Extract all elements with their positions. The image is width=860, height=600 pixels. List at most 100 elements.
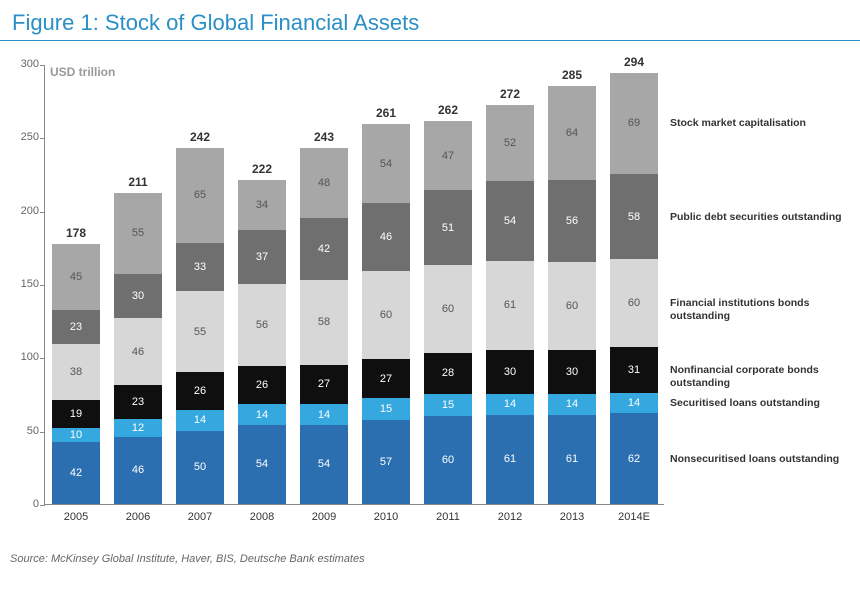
bar-segment-nonfinancial_corp_bonds: 26 [176, 372, 224, 410]
y-tick-mark [40, 285, 45, 286]
legend-label-securitised_loans: Securitised loans outstanding [670, 397, 850, 410]
bar-segment-stock_market_cap: 47 [424, 121, 472, 190]
y-tick-label: 200 [9, 205, 39, 217]
source-note: Source: McKinsey Global Institute, Haver… [0, 547, 860, 565]
bar-segment-financial_inst_bonds: 60 [362, 271, 410, 359]
y-tick-mark [40, 432, 45, 433]
bar-segment-nonsecuritised_loans: 61 [486, 415, 534, 504]
x-tick-label: 2006 [107, 511, 169, 523]
bar-segment-financial_inst_bonds: 61 [486, 261, 534, 350]
x-tick-label: 2005 [45, 511, 107, 523]
bar-segment-securitised_loans: 12 [114, 419, 162, 437]
legend: Stock market capitalisation Public debt s… [670, 65, 850, 505]
figure-title: Figure 1: Stock of Global Financial Asse… [0, 0, 860, 41]
bar-segment-public_debt: 51 [424, 190, 472, 265]
bar-segment-nonfinancial_corp_bonds: 28 [424, 353, 472, 394]
y-tick-label: 100 [9, 351, 39, 363]
bar-segment-nonfinancial_corp_bonds: 26 [238, 366, 286, 404]
bar-segment-public_debt: 30 [114, 274, 162, 318]
y-tick-mark [40, 358, 45, 359]
bar-segment-financial_inst_bonds: 55 [176, 291, 224, 372]
x-tick-label: 2013 [541, 511, 603, 523]
y-tick-label: 150 [9, 278, 39, 290]
x-tick-label: 2010 [355, 511, 417, 523]
bar-segment-stock_market_cap: 54 [362, 124, 410, 203]
y-tick-label: 50 [9, 425, 39, 437]
bar-segment-financial_inst_bonds: 60 [548, 262, 596, 350]
bar-total-label: 222 [238, 162, 286, 176]
bar-total-label: 285 [548, 68, 596, 82]
bar-segment-public_debt: 37 [238, 230, 286, 284]
bar-segment-nonsecuritised_loans: 50 [176, 431, 224, 504]
x-tick-label: 2009 [293, 511, 355, 523]
bar-segment-nonsecuritised_loans: 57 [362, 420, 410, 504]
bar-segment-securitised_loans: 15 [424, 394, 472, 416]
bar-segment-securitised_loans: 15 [362, 398, 410, 420]
legend-label-nonsecuritised_loans: Nonsecuritised loans outstanding [670, 453, 850, 466]
legend-label-public_debt: Public debt securities outstanding [670, 211, 850, 224]
bar-total-label: 178 [52, 226, 100, 240]
bar-total-label: 242 [176, 130, 224, 144]
bar-segment-nonsecuritised_loans: 61 [548, 415, 596, 504]
bar-total-label: 294 [610, 55, 658, 69]
bar-segment-nonfinancial_corp_bonds: 30 [548, 350, 596, 394]
bar-total-label: 272 [486, 87, 534, 101]
bar-segment-nonfinancial_corp_bonds: 23 [114, 385, 162, 419]
bar-segment-securitised_loans: 14 [610, 393, 658, 414]
legend-label-nonfinancial_corp_bonds: Nonfinancial corporate bonds outstanding [670, 364, 850, 390]
bar-segment-public_debt: 56 [548, 180, 596, 262]
bar-segment-stock_market_cap: 48 [300, 148, 348, 218]
bar-column: 541427584248243 [300, 148, 348, 504]
bar-segment-securitised_loans: 14 [300, 404, 348, 425]
bar-segment-financial_inst_bonds: 58 [300, 280, 348, 365]
bar-total-label: 243 [300, 130, 348, 144]
legend-label-financial_inst_bonds: Financial institutions bonds outstanding [670, 297, 850, 323]
y-tick-label: 0 [9, 498, 39, 510]
bar-segment-stock_market_cap: 64 [548, 86, 596, 180]
bar-segment-securitised_loans: 14 [176, 410, 224, 431]
bar-segment-securitised_loans: 14 [486, 394, 534, 415]
bar-segment-stock_market_cap: 55 [114, 193, 162, 274]
y-tick-mark [40, 505, 45, 506]
bar-segment-nonsecuritised_loans: 60 [424, 416, 472, 504]
legend-label-stock_market_cap: Stock market capitalisation [670, 117, 850, 130]
bar-column: 611430605664285 [548, 86, 596, 504]
bar-segment-public_debt: 46 [362, 203, 410, 270]
bar-segment-nonfinancial_corp_bonds: 27 [300, 365, 348, 405]
y-tick-mark [40, 65, 45, 66]
bar-segment-financial_inst_bonds: 46 [114, 318, 162, 385]
bar-segment-nonfinancial_corp_bonds: 19 [52, 400, 100, 428]
bar-segment-nonsecuritised_loans: 54 [238, 425, 286, 504]
y-tick-label: 300 [9, 58, 39, 70]
y-tick-mark [40, 138, 45, 139]
bar-segment-public_debt: 54 [486, 181, 534, 260]
bar-column: 611430615452272 [486, 105, 534, 504]
bar-segment-financial_inst_bonds: 38 [52, 344, 100, 400]
y-tick-mark [40, 212, 45, 213]
bar-column: 501426553365242 [176, 148, 224, 504]
bar-segment-nonfinancial_corp_bonds: 31 [610, 347, 658, 392]
bar-segment-nonsecuritised_loans: 62 [610, 413, 658, 504]
bar-segment-public_debt: 42 [300, 218, 348, 280]
bar-segment-stock_market_cap: 34 [238, 180, 286, 230]
bar-total-label: 262 [424, 103, 472, 117]
chart-container: USD trillion 050100150200250300421019382… [0, 47, 860, 547]
bar-segment-financial_inst_bonds: 56 [238, 284, 286, 366]
bar-segment-stock_market_cap: 52 [486, 105, 534, 181]
plot-area: 0501001502002503004210193823451782005461… [44, 65, 664, 505]
y-tick-label: 250 [9, 131, 39, 143]
bar-column: 621431605869294 [610, 73, 658, 504]
bar-segment-public_debt: 58 [610, 174, 658, 259]
bar-column: 421019382345178 [52, 244, 100, 504]
bar-column: 601528605147262 [424, 121, 472, 504]
bar-segment-nonsecuritised_loans: 46 [114, 437, 162, 504]
bar-total-label: 211 [114, 175, 162, 189]
bar-column: 541426563734222 [238, 180, 286, 504]
bar-segment-securitised_loans: 10 [52, 428, 100, 443]
bar-segment-securitised_loans: 14 [238, 404, 286, 425]
bar-segment-financial_inst_bonds: 60 [610, 259, 658, 347]
x-tick-label: 2008 [231, 511, 293, 523]
x-tick-label: 2007 [169, 511, 231, 523]
x-tick-label: 2014E [603, 511, 665, 523]
bar-segment-securitised_loans: 14 [548, 394, 596, 415]
